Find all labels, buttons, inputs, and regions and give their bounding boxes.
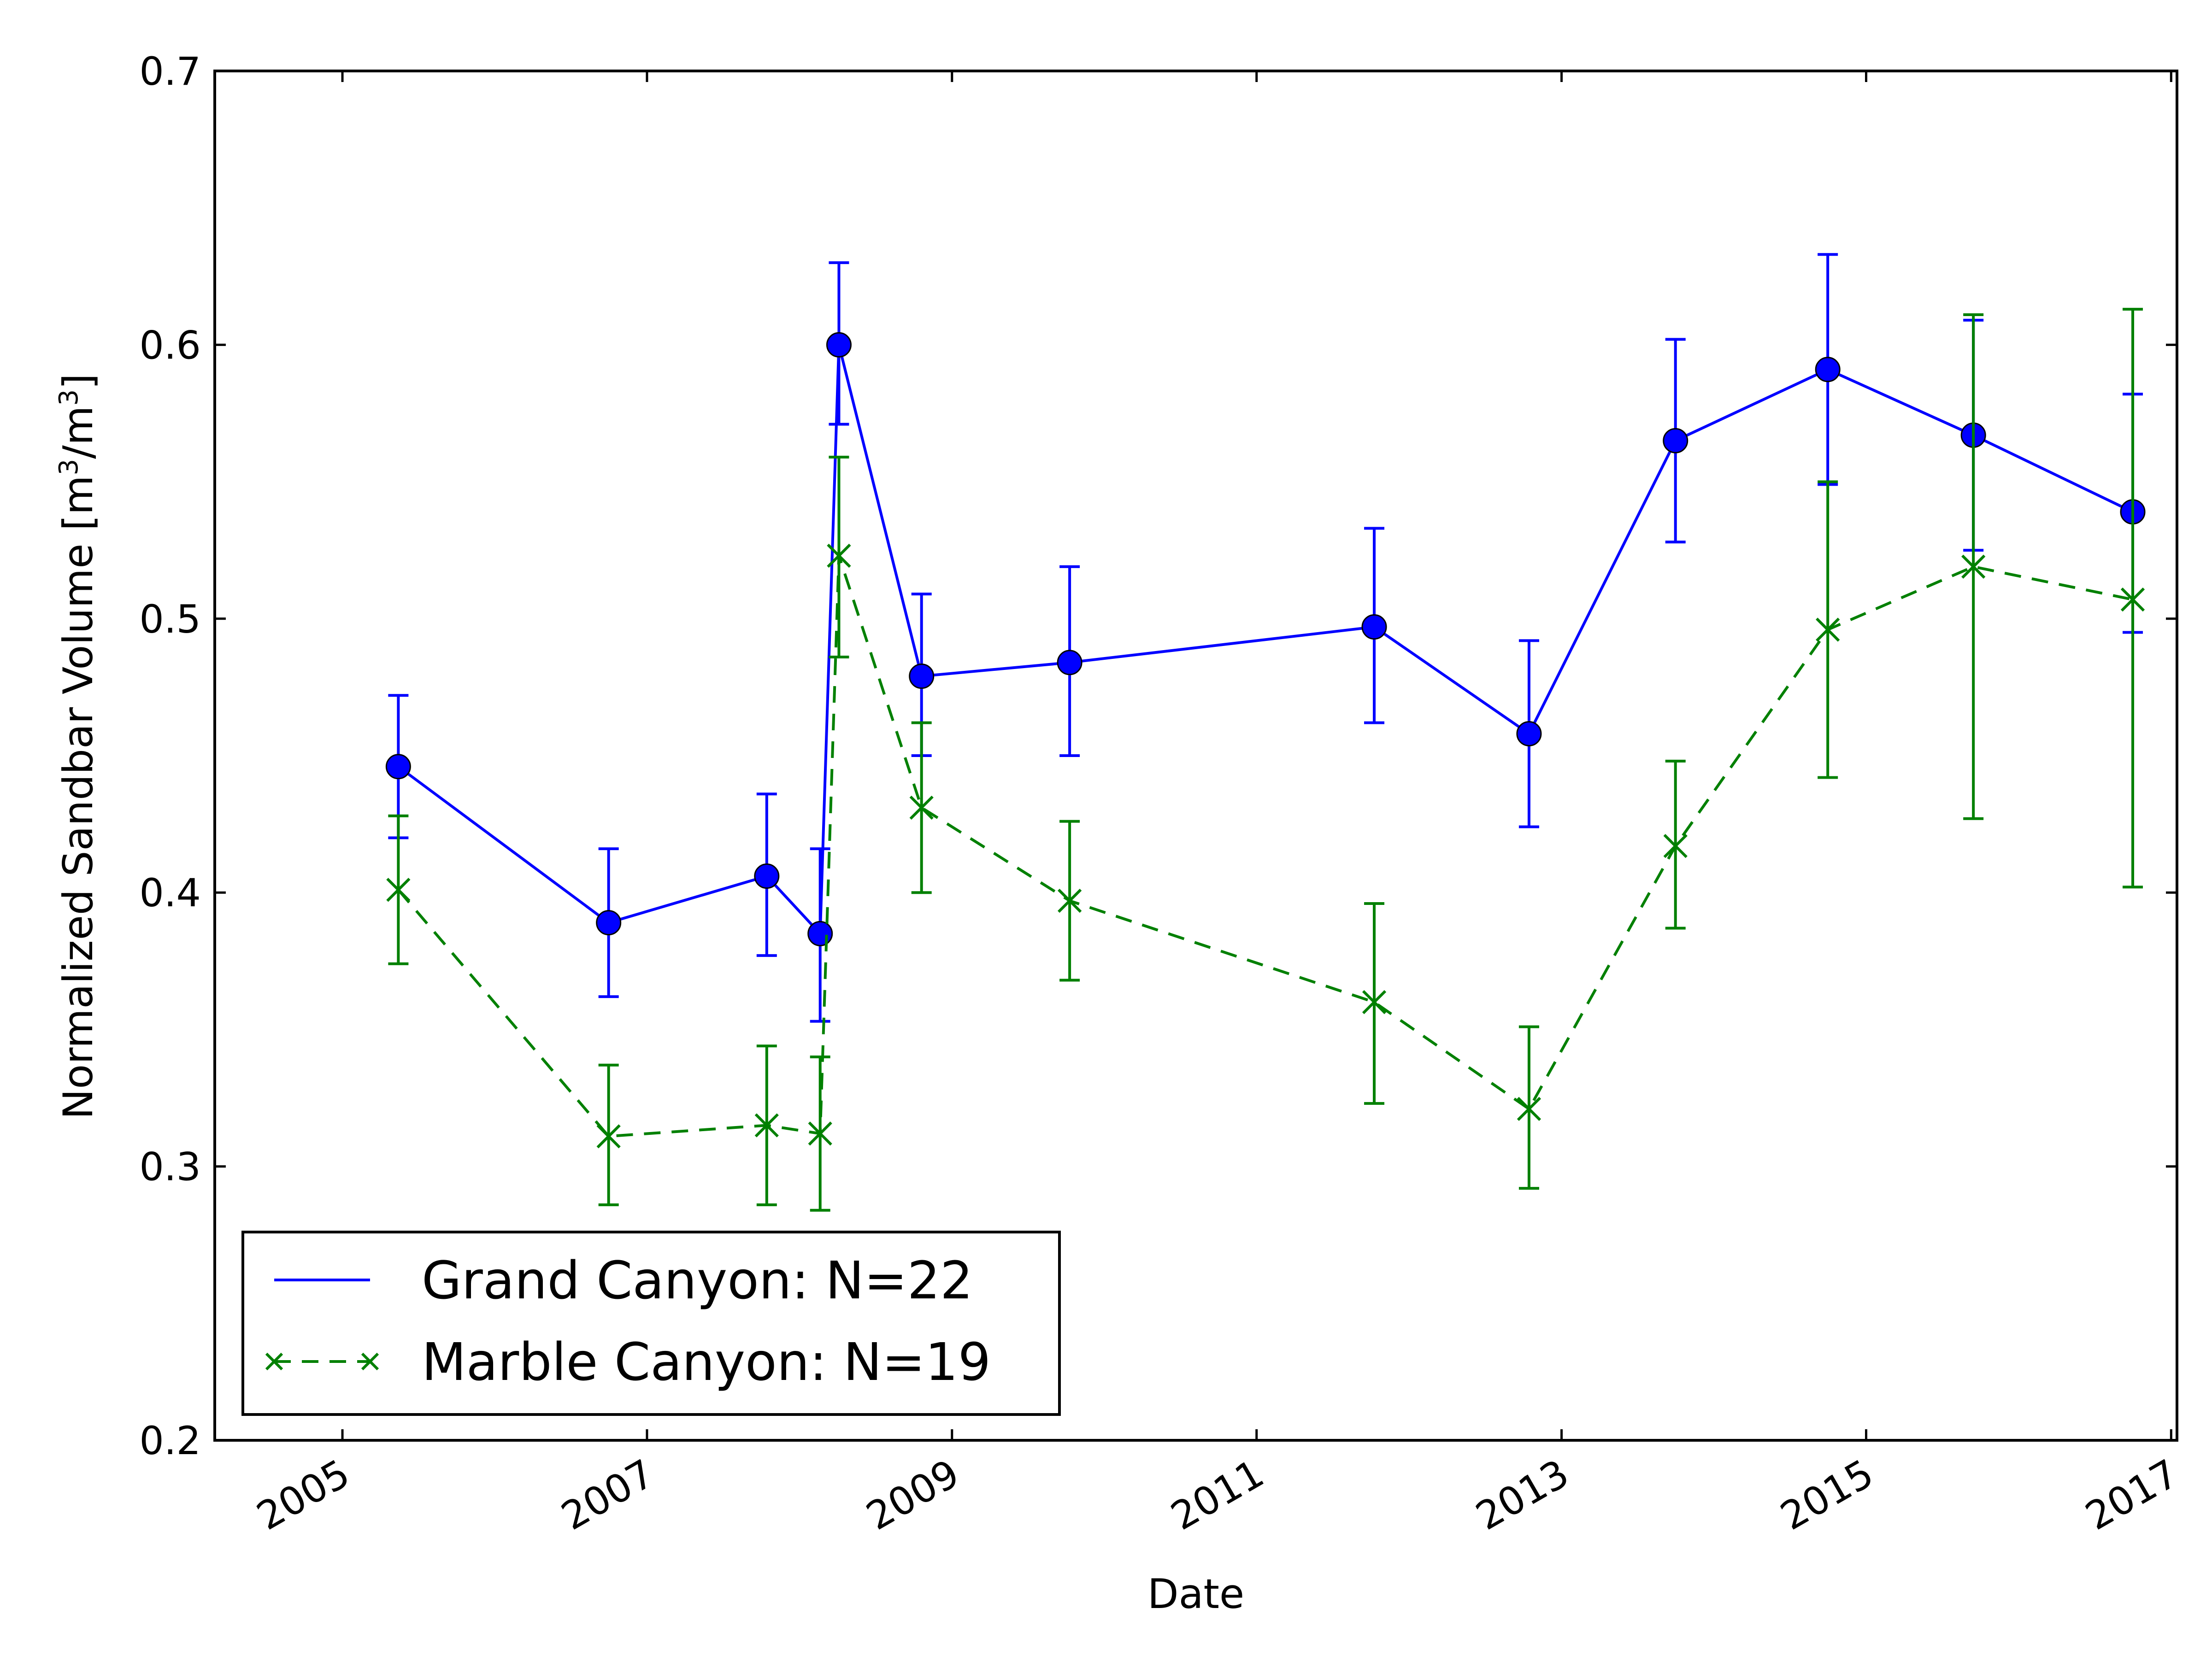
data-point-marble-canyon [1057,888,1082,913]
series-marble-canyon [386,308,2145,1212]
data-point-grand-canyon [1815,357,1841,382]
data-point-marble-canyon [1816,617,1840,642]
y-axis-title-sup2: 3 [54,389,84,406]
y-tick-label: 0.5 [139,597,201,642]
data-point-marble-canyon [1362,990,1387,1015]
y-tick-label: 0.4 [139,870,201,916]
y-axis-title-mid: /m [54,406,102,459]
data-point-grand-canyon [1057,650,1082,675]
data-point-marble-canyon [596,1124,621,1149]
y-tick-label: 0.6 [139,323,201,368]
legend-box [241,1231,1061,1416]
data-point-grand-canyon [1516,721,1542,746]
legend-marker-x-right [361,1352,379,1371]
y-tick-label: 0.3 [139,1145,201,1190]
data-point-marble-canyon [827,543,851,568]
data-point-grand-canyon [807,921,833,946]
data-point-grand-canyon [385,754,411,780]
data-point-marble-canyon [2120,587,2145,612]
y-axis-title-main: Normalized Sandbar Volume [m [54,475,102,1120]
series-grand-canyon [385,253,2146,1023]
y-tick-label: 0.2 [139,1418,201,1463]
y-tick-label: 0.7 [139,49,201,94]
data-point-grand-canyon [826,332,852,358]
y-axis-title-end: ] [54,374,102,389]
y-axis-title-sup1: 3 [54,459,84,475]
data-point-grand-canyon [1361,614,1387,640]
data-point-grand-canyon [754,863,780,889]
data-point-grand-canyon [1663,428,1688,453]
x-axis-title: Date [1147,1570,1244,1618]
legend-marker-x-left [265,1352,283,1371]
data-point-marble-canyon [386,878,411,902]
legend: Grand Canyon: N=22 Marble Canyon: N=19 [241,1231,1061,1416]
data-point-marble-canyon [1663,834,1688,858]
y-axis-title: Normalized Sandbar Volume [m3/m3] [54,374,102,1120]
data-point-marble-canyon [909,795,934,820]
legend-label-grand-canyon: Grand Canyon: N=22 [422,1251,973,1311]
data-point-grand-canyon [596,910,622,936]
data-point-marble-canyon [1517,1097,1541,1121]
data-point-marble-canyon [808,1121,832,1146]
data-point-marble-canyon [754,1113,779,1138]
data-point-grand-canyon [909,663,935,689]
plot-frame [213,70,2178,1442]
data-point-marble-canyon [1961,554,1986,579]
series-layer [385,253,2146,1212]
legend-label-marble-canyon: Marble Canyon: N=19 [422,1332,991,1392]
